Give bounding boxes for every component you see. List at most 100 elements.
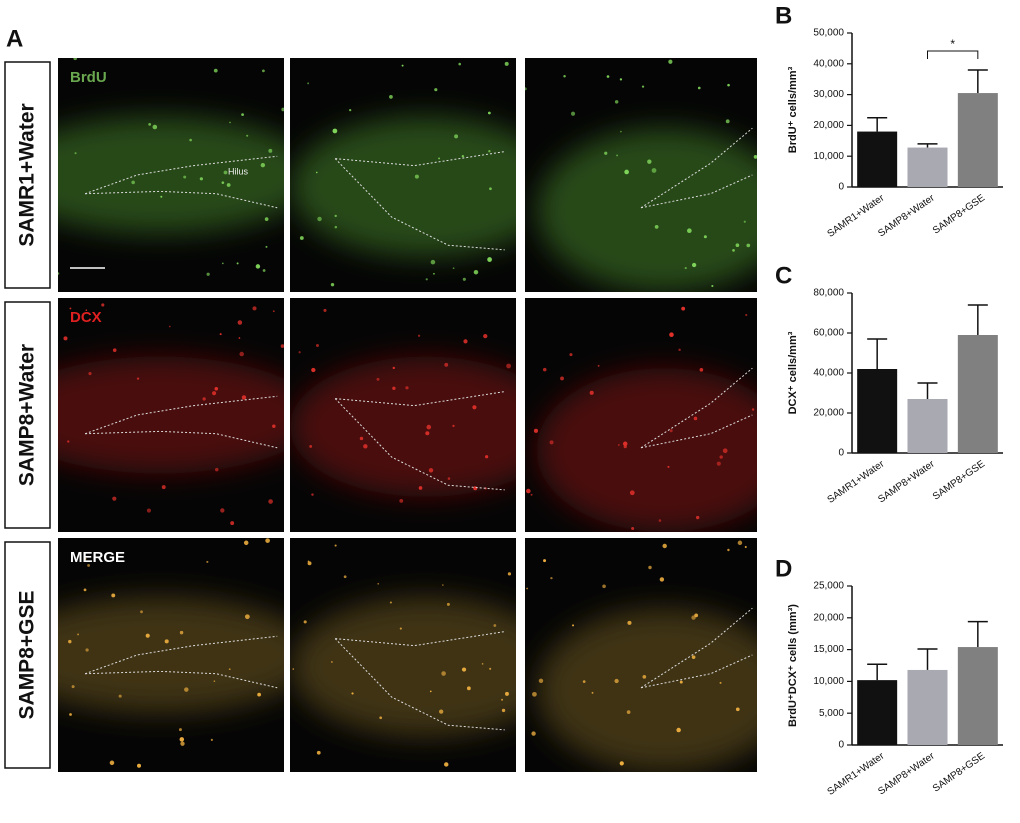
cell [743, 220, 746, 223]
cell [454, 134, 459, 139]
cell [83, 588, 87, 592]
micrograph [525, 538, 757, 772]
cell [230, 521, 235, 526]
cell [659, 577, 665, 582]
cell [425, 431, 430, 436]
cell [676, 727, 681, 733]
cell [441, 671, 446, 676]
y-tick-label: 10,000 [813, 151, 844, 162]
cell [389, 601, 392, 604]
cell [359, 436, 364, 441]
cell [428, 468, 434, 473]
cell [63, 336, 68, 341]
cell [614, 100, 619, 104]
cell [669, 332, 674, 337]
cell [433, 272, 435, 275]
cell [219, 333, 222, 336]
cell [265, 245, 268, 248]
cell [487, 257, 492, 262]
cell [678, 348, 681, 352]
cell [88, 372, 92, 376]
cell [658, 519, 662, 522]
cell [493, 624, 497, 627]
cell [533, 428, 539, 433]
cell [711, 284, 714, 288]
cell [531, 731, 536, 736]
y-tick-label: 20,000 [813, 612, 844, 623]
cell [392, 386, 396, 390]
cell [299, 236, 304, 240]
cell [667, 465, 670, 468]
cell [745, 313, 748, 317]
micrograph-content [58, 298, 284, 532]
cell [507, 572, 512, 576]
cell-layer [290, 596, 516, 737]
panel-label: C [775, 262, 792, 289]
cell-layer [536, 608, 757, 772]
cell [716, 461, 721, 466]
channel-label: BrdU [70, 69, 107, 86]
cell [753, 155, 757, 159]
micrograph-content [58, 58, 284, 292]
cell [662, 543, 667, 549]
cell [146, 508, 152, 513]
cell [626, 710, 631, 714]
micrograph [290, 58, 516, 292]
cell [68, 639, 72, 644]
significance-label: * [950, 37, 955, 51]
cell [309, 444, 313, 448]
cell [87, 563, 91, 567]
cell-layer [290, 356, 516, 497]
cell [401, 64, 404, 67]
cell [236, 262, 239, 265]
cell [719, 455, 723, 459]
cell-layer [536, 128, 757, 292]
cell [538, 678, 544, 683]
significance-bracket [927, 50, 979, 59]
cell [526, 587, 528, 590]
x-tick-label: SAMP8+Water [876, 750, 937, 797]
cell [452, 267, 455, 270]
cell [281, 107, 284, 112]
cell [168, 325, 171, 328]
cell [315, 343, 319, 347]
cell [213, 680, 216, 682]
y-tick-label: 15,000 [813, 644, 844, 655]
cell [148, 122, 152, 126]
y-tick-label: 20,000 [813, 408, 844, 419]
cell [549, 440, 554, 445]
cell [746, 243, 751, 248]
cell [140, 610, 143, 614]
cell [272, 310, 275, 313]
micrograph-content [290, 298, 516, 532]
cell [629, 490, 635, 496]
cell [654, 225, 659, 229]
cell [77, 633, 80, 636]
row-label-box [4, 61, 51, 289]
cell [307, 82, 310, 85]
cell [260, 162, 266, 168]
cell [210, 738, 213, 741]
cell [620, 130, 622, 133]
cell [303, 620, 307, 624]
cell [619, 78, 623, 81]
cell [444, 362, 449, 367]
cell [241, 113, 244, 117]
cell [226, 183, 231, 187]
bar [907, 147, 948, 187]
cell [697, 86, 701, 90]
cell [466, 686, 471, 691]
cell [719, 681, 722, 684]
cell [349, 108, 352, 112]
cell [101, 303, 105, 307]
cell [223, 170, 228, 175]
cell [695, 515, 700, 520]
cell [447, 477, 451, 480]
y-tick-label: 0 [838, 448, 844, 459]
cell [213, 68, 218, 73]
cell [160, 195, 163, 198]
cell [744, 546, 747, 549]
micrograph-content [525, 538, 757, 772]
cell [622, 441, 628, 447]
cell [137, 763, 141, 768]
